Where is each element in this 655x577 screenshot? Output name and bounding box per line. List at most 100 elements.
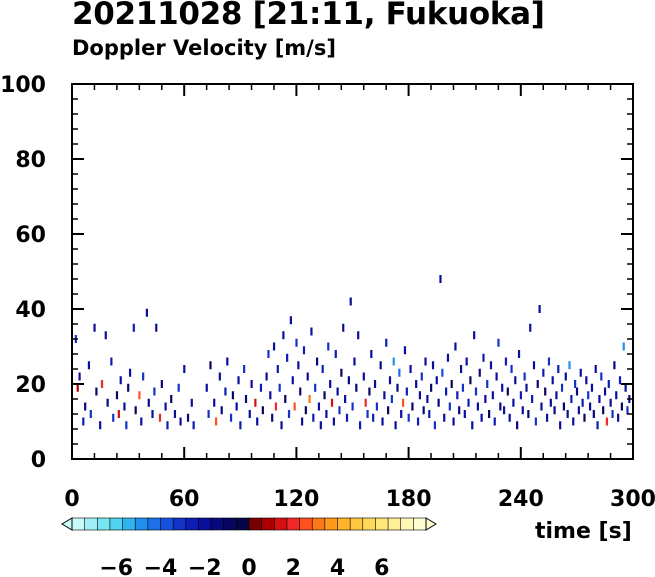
- data-cell: [315, 357, 319, 366]
- data-cell: [226, 357, 229, 366]
- data-cell: [93, 323, 96, 332]
- data-cell: [390, 395, 393, 403]
- data-cell: [267, 350, 270, 358]
- data-cell: [336, 387, 339, 396]
- data-cell: [566, 410, 569, 418]
- colorbar-tick-label: 0: [241, 556, 256, 577]
- data-cell: [142, 372, 145, 381]
- data-cell: [173, 410, 177, 418]
- data-cell: [400, 410, 403, 418]
- data-cell: [297, 361, 300, 370]
- data-cell: [104, 331, 107, 340]
- data-cell: [452, 417, 455, 426]
- data-cell: [454, 342, 457, 351]
- data-cell: [186, 413, 190, 422]
- colorbar-tick-label: 2: [286, 556, 301, 577]
- data-cell: [529, 323, 532, 332]
- data-cell: [463, 410, 466, 418]
- colorbar-segment: [84, 517, 98, 531]
- data-cell: [125, 421, 128, 430]
- data-cell: [332, 417, 335, 426]
- colorbar-segment: [236, 517, 250, 531]
- data-cell: [435, 376, 438, 385]
- data-cell: [461, 383, 465, 392]
- data-cell: [409, 365, 412, 373]
- data-cell: [403, 346, 407, 355]
- axis-ticks: 0 60 120 180 240 300 0 20 40 60 80 100: [0, 73, 655, 512]
- colorbar-segment: [299, 517, 313, 531]
- data-cell: [476, 402, 479, 411]
- y-tick-label: 60: [15, 223, 46, 248]
- data-cell: [493, 417, 496, 426]
- data-cell: [570, 395, 573, 403]
- data-cell: [622, 342, 625, 351]
- data-cell: [368, 387, 371, 396]
- x-tick-label: 120: [273, 487, 319, 512]
- data-cell: [527, 410, 530, 418]
- data-cell: [605, 417, 609, 426]
- data-cell: [334, 350, 337, 358]
- data-cell: [445, 387, 448, 396]
- colorbar-segment: [109, 517, 124, 531]
- data-cell: [551, 376, 554, 385]
- data-cell: [158, 413, 162, 422]
- data-cell: [618, 376, 622, 385]
- data-cell: [531, 395, 534, 403]
- x-tick-label: 0: [64, 487, 79, 512]
- data-cell: [301, 417, 304, 426]
- data-cell: [525, 383, 528, 392]
- data-cell: [555, 391, 558, 400]
- data-cell: [362, 372, 365, 381]
- data-cell: [132, 323, 135, 332]
- data-cell: [510, 365, 513, 373]
- data-cell: [330, 398, 334, 407]
- data-cell: [310, 327, 313, 336]
- data-cell: [179, 417, 182, 426]
- data-cell: [581, 398, 584, 407]
- data-cell: [278, 383, 281, 392]
- data-cell: [499, 402, 502, 411]
- data-cell: [611, 410, 614, 418]
- data-cell: [89, 410, 92, 418]
- data-cell: [501, 383, 504, 392]
- data-cell: [319, 421, 322, 430]
- data-cell: [153, 387, 156, 396]
- data-cell: [415, 380, 418, 388]
- data-cell: [416, 417, 420, 426]
- data-cell: [405, 387, 408, 396]
- data-cell: [192, 421, 195, 430]
- data-cell: [521, 406, 524, 415]
- data-cell: [381, 417, 384, 426]
- data-cell: [598, 395, 601, 403]
- data-cell: [540, 402, 543, 411]
- data-cell: [559, 421, 562, 430]
- data-cell: [87, 361, 91, 370]
- data-cell: [443, 413, 446, 422]
- data-cell: [401, 398, 405, 407]
- data-cell: [127, 383, 130, 392]
- data-cell: [177, 383, 180, 392]
- data-cell: [231, 391, 235, 400]
- data-cell: [458, 406, 461, 415]
- x-tick-label: 180: [386, 487, 432, 512]
- data-cell: [467, 398, 470, 407]
- data-cell: [95, 387, 98, 396]
- data-cell: [355, 383, 358, 392]
- colorbar-segment: [147, 517, 162, 531]
- colorbar-segment: [349, 517, 364, 531]
- data-cell: [495, 372, 498, 381]
- colorbar-segment: [375, 517, 389, 531]
- data-cell: [308, 395, 311, 403]
- data-cell: [323, 391, 326, 400]
- data-cell: [82, 417, 85, 426]
- data-cell: [338, 406, 341, 415]
- data-cell: [441, 368, 444, 377]
- data-cell: [502, 406, 506, 415]
- data-cell: [439, 275, 442, 283]
- data-cell: [392, 357, 395, 366]
- data-cell: [519, 391, 522, 400]
- data-cell: [134, 406, 137, 415]
- data-cell: [112, 413, 115, 422]
- data-cell: [615, 391, 618, 400]
- colorbar-segment: [400, 517, 414, 531]
